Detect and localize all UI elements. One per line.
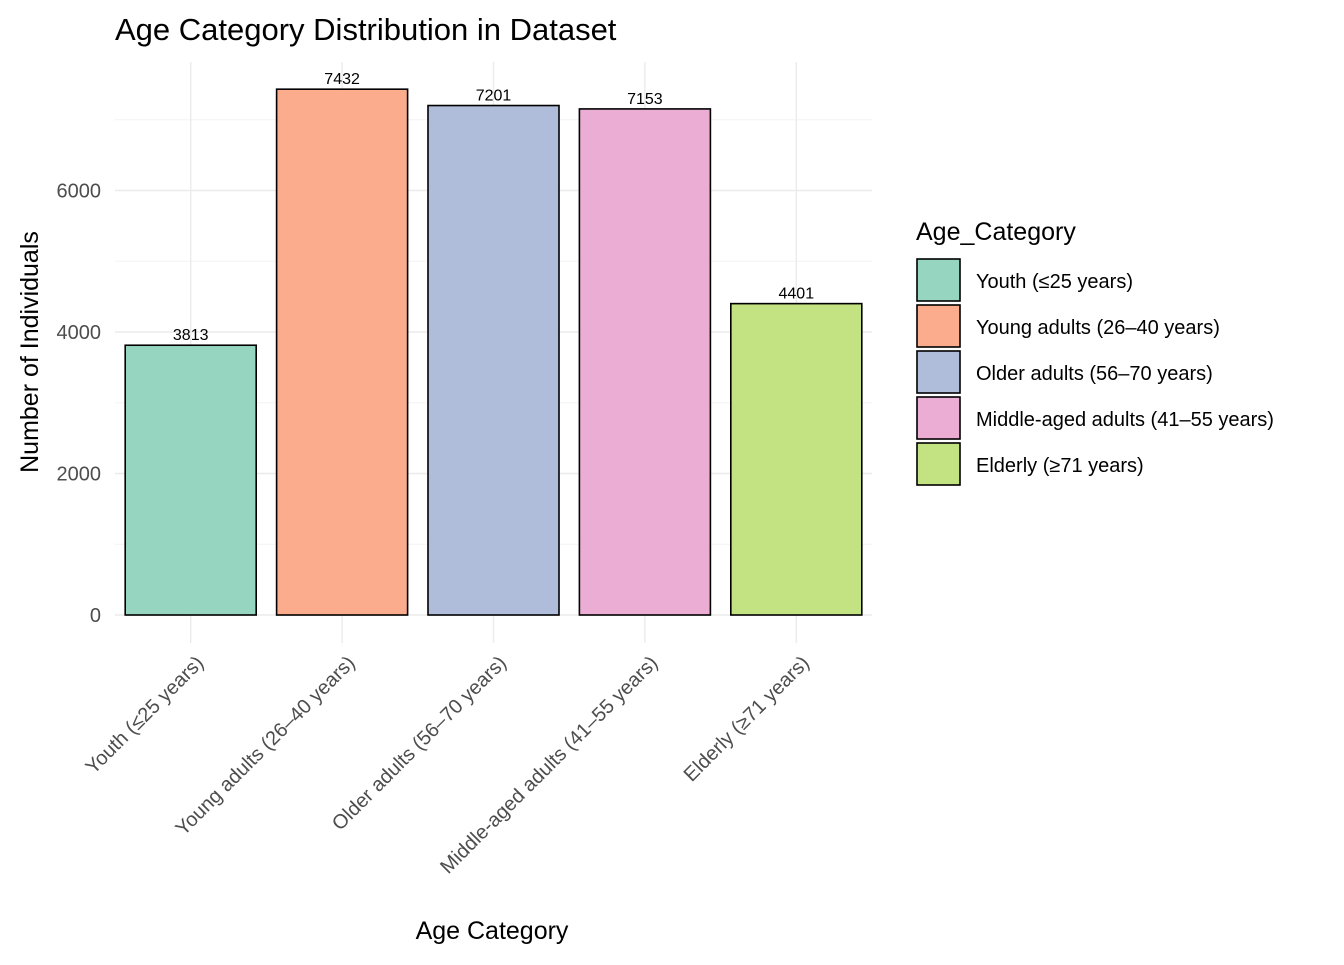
legend-key <box>916 350 961 394</box>
legend-label: Middle-aged adults (41–55 years) <box>976 409 1274 431</box>
data-label: 7432 <box>324 71 360 88</box>
x-tick-label: Elderly (≥71 years) <box>680 652 814 786</box>
x-tick-label: Youth (≤25 years) <box>82 652 209 779</box>
data-label: 4401 <box>779 286 815 303</box>
data-label: 7153 <box>627 91 663 108</box>
y-tick-label: 6000 <box>57 181 102 203</box>
x-axis-ticks: Youth (≤25 years)Young adults (26–40 yea… <box>82 652 814 878</box>
legend-key <box>916 396 961 440</box>
legend-label: Older adults (56–70 years) <box>976 363 1213 385</box>
legend-key <box>916 258 961 302</box>
bar <box>124 344 257 616</box>
data-labels: 3813 7432 7201 7153 4401 <box>173 71 814 344</box>
legend: Age_Category Youth (≤25 years) Young adul… <box>916 218 1274 486</box>
legend-key <box>916 304 961 348</box>
y-tick-label: 0 <box>90 605 101 627</box>
data-label: 3813 <box>173 327 209 344</box>
bar <box>275 88 409 616</box>
x-tick-label: Young adults (26–40 years) <box>172 652 360 840</box>
bar <box>427 104 560 616</box>
legend-label: Elderly (≥71 years) <box>976 455 1144 477</box>
legend-key <box>916 442 961 486</box>
y-axis-title: Number of Individuals <box>16 231 44 473</box>
y-tick-label: 4000 <box>57 322 102 344</box>
legend-label: Youth (≤25 years) <box>976 271 1133 293</box>
bars <box>124 88 863 616</box>
x-tick-label: Older adults (56–70 years) <box>328 652 511 835</box>
legend-label: Young adults (26–40 years) <box>976 317 1220 339</box>
bar <box>729 302 863 616</box>
chart-title: Age Category Distribution in Dataset <box>115 12 617 47</box>
y-axis-ticks: 0 2000 4000 6000 <box>57 181 102 628</box>
x-axis-title: Age Category <box>416 917 569 945</box>
legend-title: Age_Category <box>916 218 1076 246</box>
data-label: 7201 <box>476 88 512 105</box>
y-tick-label: 2000 <box>57 464 102 486</box>
bar <box>578 108 712 616</box>
